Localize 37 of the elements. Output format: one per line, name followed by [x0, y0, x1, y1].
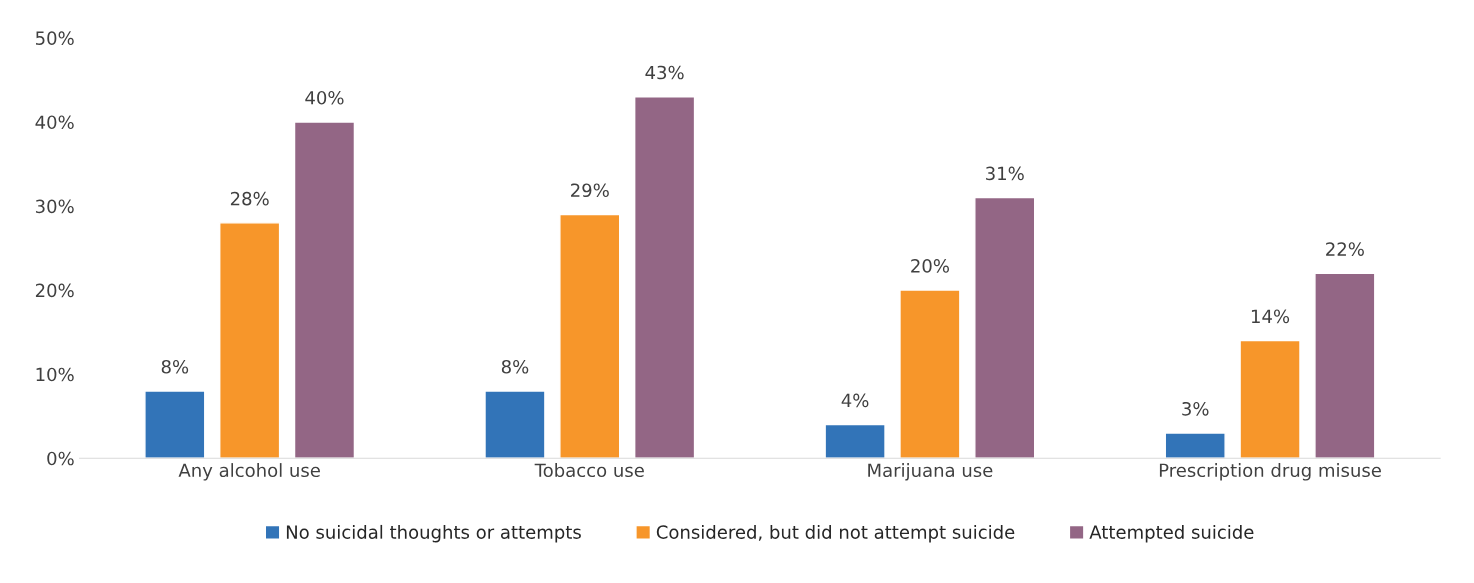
x-tick-label: Any alcohol use	[178, 463, 320, 481]
data-label: 31%	[986, 166, 1024, 181]
y-tick-label: 20%	[35, 283, 74, 298]
bar	[484, 390, 546, 459]
bar	[899, 289, 961, 459]
bar	[1239, 339, 1301, 459]
y-tick-label: 50%	[36, 31, 74, 46]
data-label: 40%	[305, 90, 344, 105]
data-label: 20%	[911, 259, 949, 273]
data-label: 3%	[1182, 401, 1209, 416]
data-label: 22%	[1326, 242, 1364, 256]
data-label: 14%	[1251, 309, 1290, 324]
data-label: 29%	[571, 183, 609, 198]
data-label: 8%	[501, 359, 529, 374]
bar	[293, 121, 356, 459]
legend-label: Attempted suicide	[1089, 524, 1254, 543]
y-tick-label: 40%	[35, 115, 74, 130]
data-label: 8%	[161, 359, 189, 374]
bar	[559, 213, 621, 459]
legend-label: No suicidal thoughts or attempts	[286, 524, 581, 543]
y-tick-label: 10%	[36, 367, 74, 382]
x-tick-label: Marijuana use	[868, 463, 993, 481]
data-label: 43%	[645, 65, 684, 80]
bar	[144, 390, 206, 459]
bar	[974, 196, 1036, 459]
y-tick-label: 0%	[47, 451, 74, 466]
data-label: 28%	[230, 191, 269, 206]
bar	[1164, 432, 1226, 459]
bar	[824, 423, 886, 459]
legend-label: Considered, but did not attempt suicide	[656, 524, 1015, 543]
bar	[633, 96, 696, 459]
bar	[219, 222, 281, 459]
x-tick-label: Prescription drug misuse	[1159, 463, 1381, 481]
bar	[1314, 272, 1376, 459]
y-tick-label: 30%	[35, 199, 74, 214]
x-tick-label: Tobacco use	[534, 463, 644, 478]
data-label: 4%	[841, 393, 869, 408]
